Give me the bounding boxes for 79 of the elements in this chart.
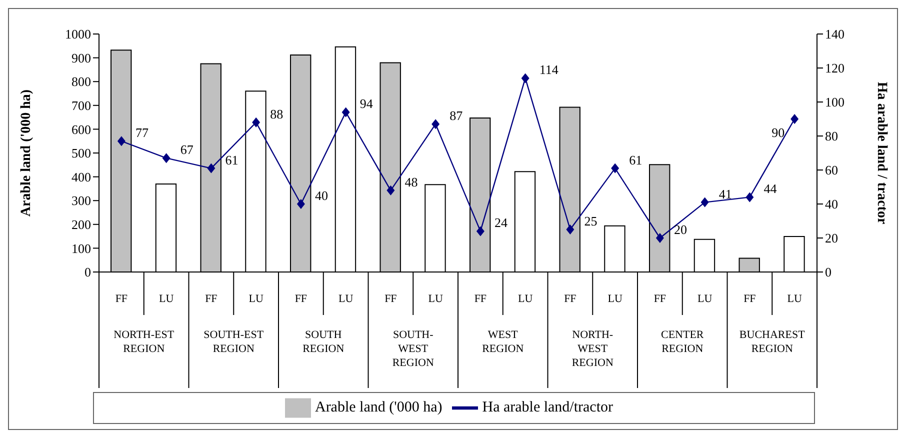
y2-tick-label: 100 bbox=[825, 94, 844, 110]
y-axis-title: Arable land ('000 ha) bbox=[18, 89, 34, 217]
x-tick-label: FF bbox=[564, 293, 576, 305]
y2-tick-label: 40 bbox=[825, 196, 838, 212]
point bbox=[386, 185, 395, 196]
x-tick-label: LU bbox=[697, 293, 712, 305]
data-label: 24 bbox=[494, 215, 508, 230]
y-tick-label: 900 bbox=[72, 50, 91, 66]
x-tick-label: LU bbox=[518, 293, 533, 305]
data-label: 94 bbox=[360, 96, 374, 112]
y-tick-label: 0 bbox=[84, 264, 91, 280]
legend-label: Arable land ('000 ha) bbox=[314, 399, 442, 416]
data-label: 48 bbox=[404, 174, 418, 190]
x-tick-label: FF bbox=[744, 293, 756, 305]
x-tick-label: FF bbox=[115, 293, 128, 305]
data-label: 40 bbox=[314, 188, 328, 203]
point bbox=[342, 107, 350, 118]
legend-label: Ha arable land/tractor bbox=[482, 399, 613, 416]
y2-tick-label: 80 bbox=[825, 128, 838, 144]
data-label: 114 bbox=[539, 62, 559, 78]
y2-tick-label: 20 bbox=[825, 230, 838, 246]
text: SOUTH-EST REGION bbox=[204, 329, 264, 355]
y-tick-label: 800 bbox=[72, 74, 91, 90]
text: NORTH- WEST REGION bbox=[572, 329, 614, 369]
data-label: 41 bbox=[718, 186, 732, 202]
x-tick-label: LU bbox=[608, 293, 622, 305]
y2-tick-label: 140 bbox=[825, 26, 844, 42]
x-tick-label: FF bbox=[294, 293, 308, 305]
point bbox=[207, 163, 216, 174]
data-label: 87 bbox=[450, 108, 464, 124]
text: CENTER REGION bbox=[660, 329, 704, 355]
y-tick-label: 500 bbox=[72, 146, 91, 161]
x-tick-label: FF bbox=[654, 293, 666, 305]
point bbox=[117, 136, 126, 146]
y-tick-label: 1000 bbox=[65, 26, 91, 42]
y-tick-label: 600 bbox=[72, 122, 91, 137]
y-tick-label: 700 bbox=[72, 98, 91, 114]
x-tick-label: FF bbox=[205, 293, 218, 305]
y-tick-label: 300 bbox=[72, 193, 91, 208]
point bbox=[700, 197, 709, 208]
text: SOUTH- WEST REGION bbox=[392, 329, 434, 369]
data-label: 77 bbox=[135, 125, 149, 140]
y2-tick-label: 120 bbox=[825, 60, 844, 76]
data-label: 25 bbox=[584, 214, 598, 228]
y2-tick-label: 0 bbox=[825, 264, 832, 280]
point bbox=[521, 73, 530, 84]
y2-axis-title: Ha arable land / tractor bbox=[874, 82, 890, 224]
x-tick-label: FF bbox=[474, 293, 487, 305]
point bbox=[296, 199, 305, 209]
data-label: 61 bbox=[629, 152, 642, 168]
text: WEST REGION bbox=[482, 329, 524, 355]
point bbox=[790, 114, 799, 124]
data-label: 88 bbox=[270, 106, 284, 122]
y-tick-label: 100 bbox=[72, 240, 91, 256]
text: BUCHAREST REGION bbox=[739, 329, 806, 355]
data-label: 90 bbox=[772, 125, 785, 140]
x-tick-label: LU bbox=[158, 293, 174, 305]
data-label: 67 bbox=[180, 142, 194, 158]
point bbox=[162, 153, 170, 164]
x-tick-label: LU bbox=[248, 293, 264, 305]
point bbox=[476, 226, 484, 236]
y-tick-label: 400 bbox=[72, 169, 91, 184]
point bbox=[252, 117, 260, 128]
point bbox=[432, 119, 440, 130]
point bbox=[746, 192, 754, 202]
x-tick-label: LU bbox=[787, 293, 802, 305]
text: SOUTH REGION bbox=[302, 329, 344, 355]
point bbox=[566, 224, 574, 234]
data-label: 61 bbox=[225, 152, 238, 168]
point bbox=[656, 233, 664, 243]
y-tick-label: 200 bbox=[72, 217, 91, 232]
text: NORTH-EST REGION bbox=[114, 329, 174, 355]
x-tick-label: LU bbox=[428, 293, 443, 305]
x-tick-label: FF bbox=[384, 293, 397, 305]
data-label: 20 bbox=[674, 222, 687, 237]
x-tick-label: LU bbox=[338, 293, 354, 305]
y2-tick-label: 60 bbox=[825, 162, 838, 178]
point bbox=[611, 163, 620, 174]
data-label: 44 bbox=[764, 181, 778, 196]
